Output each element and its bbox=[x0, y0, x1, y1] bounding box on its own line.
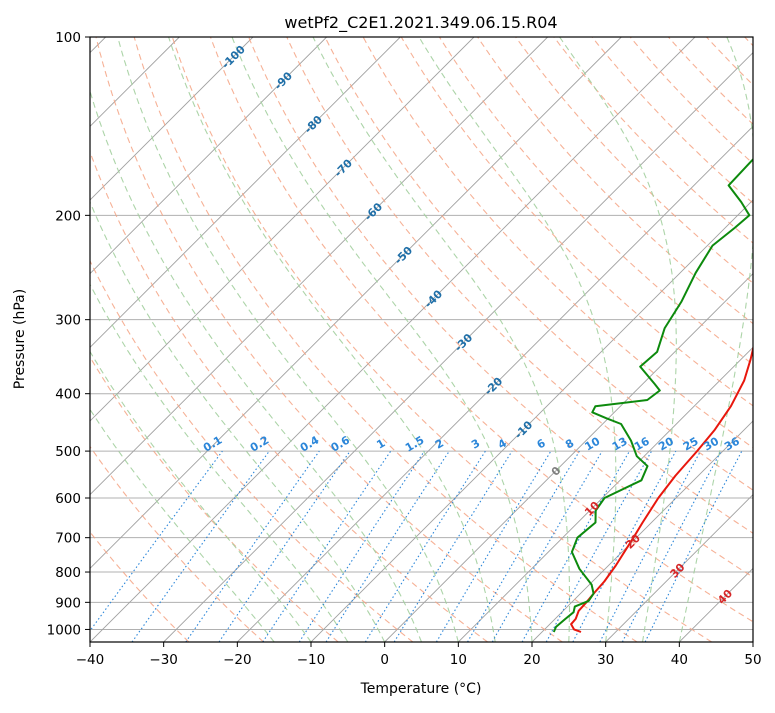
x-tick-label: 0 bbox=[380, 652, 389, 668]
chart-title: wetPf2_C2E1.2021.349.06.15.R04 bbox=[284, 13, 557, 33]
y-axis-label: Pressure (hPa) bbox=[12, 289, 28, 389]
y-tick-label: 100 bbox=[55, 30, 81, 46]
y-tick-label: 400 bbox=[55, 387, 81, 403]
x-axis-label: Temperature (°C) bbox=[360, 681, 482, 697]
x-tick-label: 40 bbox=[671, 652, 688, 668]
x-tick-label: −30 bbox=[149, 652, 178, 668]
y-tick-label: 300 bbox=[55, 313, 81, 329]
x-tick-label: −10 bbox=[297, 652, 326, 668]
x-tick-label: −20 bbox=[223, 652, 252, 668]
x-tick-label: −40 bbox=[76, 652, 105, 668]
x-tick-label: 30 bbox=[597, 652, 614, 668]
x-tick-label: 20 bbox=[523, 652, 540, 668]
y-tick-label: 900 bbox=[55, 595, 81, 611]
y-tick-label: 600 bbox=[55, 491, 81, 507]
x-tick-label: 50 bbox=[744, 652, 761, 668]
y-tick-label: 500 bbox=[55, 444, 81, 460]
x-tick-label: 10 bbox=[450, 652, 467, 668]
y-tick-label: 200 bbox=[55, 208, 81, 224]
y-tick-label: 700 bbox=[55, 531, 81, 547]
y-tick-label: 1000 bbox=[47, 622, 81, 638]
y-tick-label: 800 bbox=[55, 565, 81, 581]
